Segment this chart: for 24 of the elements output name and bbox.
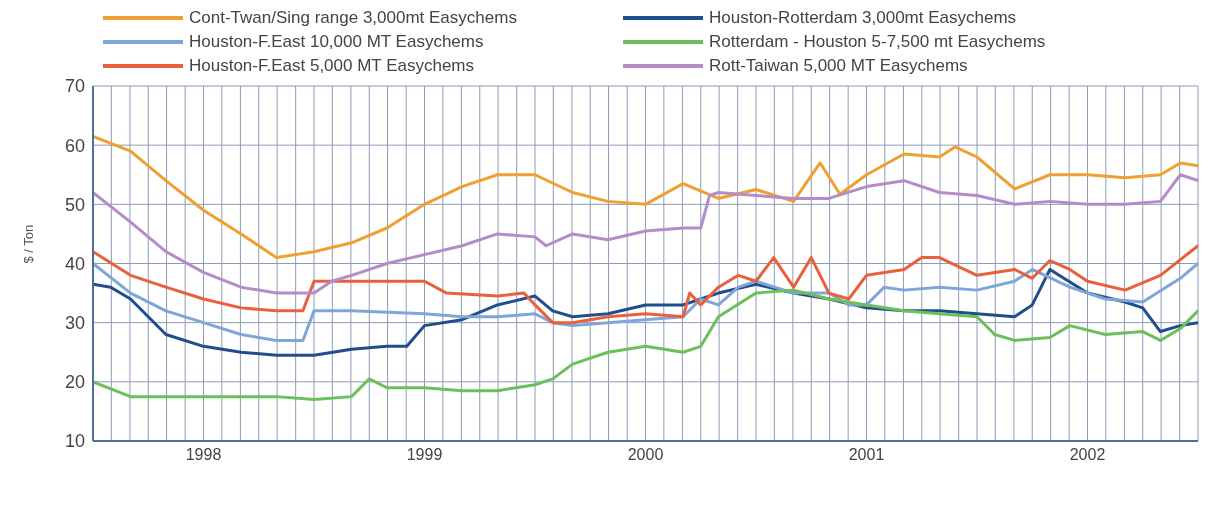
line-series	[93, 262, 1198, 342]
y-tick-label: 30	[64, 313, 85, 334]
x-tick-label: 2002	[1069, 446, 1106, 464]
legend-label: Rott-Taiwan 5,000 MT Easychems	[709, 56, 968, 76]
y-tick-label: 70	[64, 76, 85, 97]
y-tick-label: 50	[64, 194, 85, 215]
x-tick-label: 1998	[185, 446, 222, 464]
y-tick-label: 40	[64, 253, 85, 274]
x-tick-label: 2000	[627, 446, 664, 464]
legend-label: Houston-F.East 10,000 MT Easychems	[189, 32, 484, 52]
legend-label: Rotterdam - Houston 5-7,500 mt Easychems	[709, 32, 1046, 52]
x-tick-label: 2001	[848, 446, 885, 464]
y-axis-title: $ / Ton	[20, 224, 36, 264]
legend-label: Cont-Twan/Sing range 3,000mt Easychems	[189, 8, 517, 28]
x-tick-label: 1999	[406, 446, 443, 464]
line-series	[93, 134, 1198, 260]
y-tick-label: 10	[64, 431, 85, 452]
line-series	[93, 244, 1198, 325]
line-series	[93, 288, 1198, 402]
y-tick-label: 20	[64, 372, 85, 393]
legend-label: Houston-F.East 5,000 MT Easychems	[189, 56, 475, 76]
line-series	[93, 173, 1198, 295]
y-tick-label: 60	[64, 135, 85, 156]
legend-label: Houston-Rotterdam 3,000mt Easychems	[709, 8, 1017, 28]
